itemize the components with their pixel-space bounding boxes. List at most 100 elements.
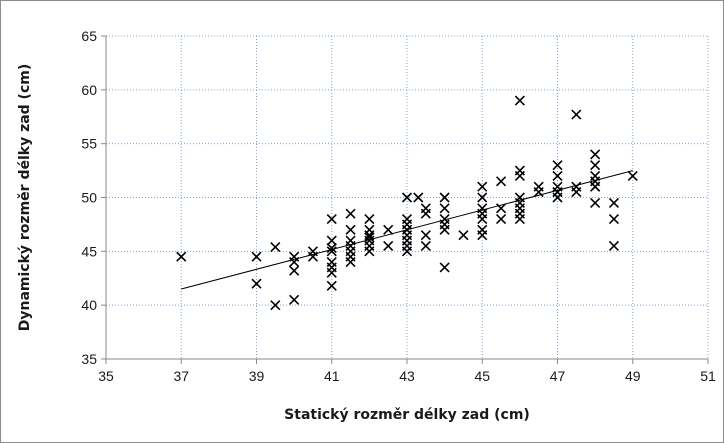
y-tick-label: 55 <box>81 136 97 152</box>
data-point-stroke <box>571 187 582 198</box>
data-point-stroke <box>364 246 375 257</box>
data-point <box>495 176 507 187</box>
data-point <box>627 170 638 182</box>
y-tick-label: 65 <box>81 28 97 44</box>
data-point-stroke <box>477 181 488 192</box>
data-point-stroke <box>326 213 337 225</box>
data-point-stroke <box>590 181 601 192</box>
data-point-stroke <box>533 187 544 198</box>
x-tick-label: 41 <box>324 368 340 384</box>
data-point <box>270 241 281 253</box>
data-point-stroke <box>439 192 450 203</box>
data-point <box>477 213 488 225</box>
data-point-stroke <box>420 208 431 219</box>
data-point-stroke <box>270 300 281 311</box>
data-point-stroke <box>571 109 582 120</box>
x-axis-title: Statický rozměr délky zad (cm) <box>284 407 530 423</box>
data-point <box>608 213 620 225</box>
data-point-stroke <box>439 262 450 273</box>
y-axis-title: Dynamický rozměr délky zad (cm) <box>17 64 33 332</box>
data-point <box>495 203 507 214</box>
data-point-stroke <box>420 240 431 252</box>
data-point <box>345 224 356 235</box>
data-point-stroke <box>401 246 413 257</box>
data-point-stroke <box>326 267 337 278</box>
data-point <box>289 294 300 305</box>
x-tick-label: 47 <box>550 368 566 384</box>
data-point <box>571 109 582 120</box>
data-point-stroke <box>251 251 262 262</box>
data-point <box>251 251 262 262</box>
data-point <box>552 160 563 171</box>
data-point-stroke <box>514 95 525 106</box>
data-point <box>514 170 525 182</box>
data-point-stroke <box>289 294 300 305</box>
data-point-stroke <box>289 265 300 276</box>
data-point-stroke <box>326 280 337 291</box>
data-point-stroke <box>270 241 281 253</box>
data-point <box>289 265 300 276</box>
data-point <box>420 230 431 241</box>
data-point-stroke <box>495 213 507 225</box>
data-point <box>439 203 450 214</box>
data-point-stroke <box>413 192 424 203</box>
data-point <box>590 197 601 208</box>
data-point <box>251 278 262 289</box>
data-point <box>364 246 375 257</box>
data-point <box>533 187 544 198</box>
data-point <box>590 181 601 192</box>
data-point-stroke <box>420 230 431 241</box>
data-point-stroke <box>590 160 601 171</box>
data-point <box>383 224 394 235</box>
y-tick-label: 60 <box>81 82 97 98</box>
data-point-stroke <box>608 240 620 252</box>
data-point-stroke <box>590 149 601 160</box>
data-point <box>608 197 620 208</box>
data-point <box>413 192 424 203</box>
data-point <box>552 170 563 182</box>
x-tick-label: 35 <box>98 368 114 384</box>
data-point <box>608 240 620 252</box>
data-point-stroke <box>514 170 525 182</box>
x-tick-label: 37 <box>173 368 189 384</box>
data-point <box>401 192 413 203</box>
data-point-stroke <box>552 160 563 171</box>
y-tick-label: 45 <box>81 243 97 259</box>
data-point <box>477 192 488 203</box>
data-point-stroke <box>383 240 394 252</box>
data-point-stroke <box>176 251 187 262</box>
data-point-stroke <box>326 235 337 246</box>
data-point <box>590 149 601 160</box>
y-tick-label: 35 <box>81 351 97 367</box>
data-point-stroke <box>608 197 620 208</box>
data-point <box>326 267 337 278</box>
data-point <box>383 240 394 252</box>
data-point-stroke <box>439 203 450 214</box>
y-tick-label: 50 <box>81 190 97 206</box>
data-point <box>571 187 582 198</box>
data-point <box>590 160 601 171</box>
data-point-stroke <box>552 170 563 182</box>
x-tick-labels: 35 37 39 41 43 45 47 49 51 <box>98 368 716 384</box>
data-point-stroke <box>627 170 638 182</box>
y-tick-label: 40 <box>81 297 97 313</box>
trendline-group <box>181 170 633 290</box>
data-point-stroke <box>495 203 507 214</box>
data-point <box>458 230 469 241</box>
data-point <box>270 300 281 311</box>
data-points <box>176 95 638 311</box>
data-point <box>326 213 337 225</box>
x-tick-label: 51 <box>700 368 716 384</box>
data-point-stroke <box>458 230 469 241</box>
data-point <box>401 246 413 257</box>
data-point <box>326 235 337 246</box>
data-point <box>326 280 337 291</box>
data-point <box>345 257 356 268</box>
data-point-stroke <box>477 192 488 203</box>
data-point <box>495 213 507 225</box>
data-point-stroke <box>439 224 450 235</box>
x-tick-label: 39 <box>249 368 265 384</box>
data-point <box>176 251 187 262</box>
